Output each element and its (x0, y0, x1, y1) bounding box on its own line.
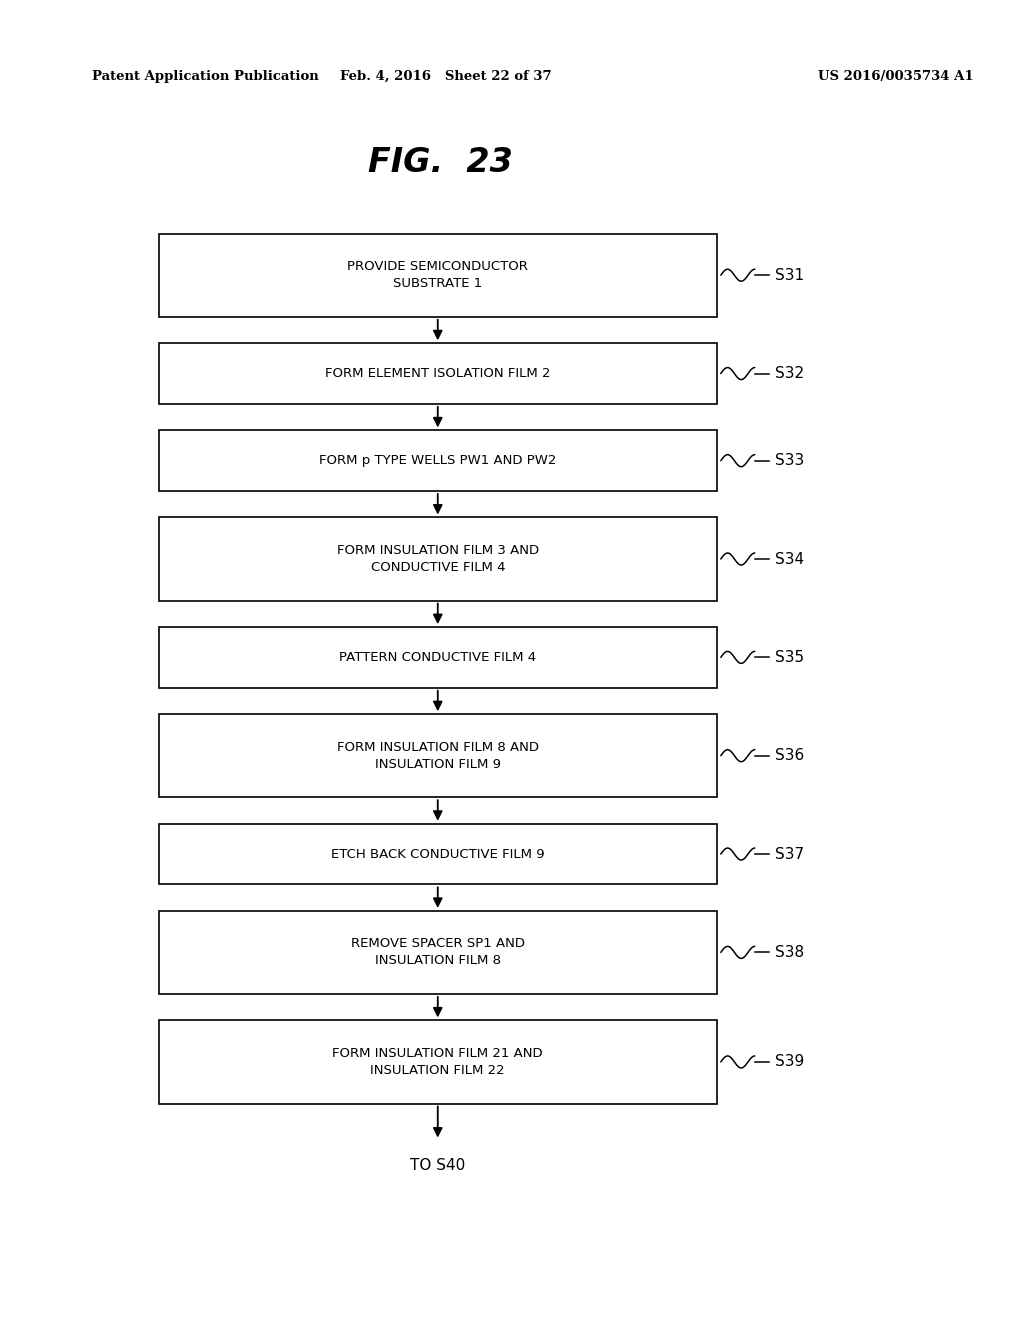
Text: Feb. 4, 2016   Sheet 22 of 37: Feb. 4, 2016 Sheet 22 of 37 (340, 70, 551, 83)
Bar (159, 517, 717, 601)
Text: S33: S33 (775, 453, 804, 469)
Bar (159, 343, 717, 404)
Text: PATTERN CONDUCTIVE FILM 4: PATTERN CONDUCTIVE FILM 4 (339, 651, 537, 664)
Text: S31: S31 (775, 268, 804, 282)
Bar (159, 911, 717, 994)
Text: S37: S37 (775, 846, 804, 862)
Text: FORM ELEMENT ISOLATION FILM 2: FORM ELEMENT ISOLATION FILM 2 (325, 367, 551, 380)
Text: US 2016/0035734 A1: US 2016/0035734 A1 (818, 70, 974, 83)
Bar (159, 430, 717, 491)
Bar (159, 627, 717, 688)
Text: S38: S38 (775, 945, 804, 960)
Text: PROVIDE SEMICONDUCTOR
SUBSTRATE 1: PROVIDE SEMICONDUCTOR SUBSTRATE 1 (347, 260, 528, 290)
Text: FORM INSULATION FILM 21 AND
INSULATION FILM 22: FORM INSULATION FILM 21 AND INSULATION F… (333, 1047, 543, 1077)
Text: S39: S39 (775, 1055, 804, 1069)
Text: S34: S34 (775, 552, 804, 566)
Text: FIG.  23: FIG. 23 (368, 145, 513, 178)
Bar (159, 234, 717, 317)
Text: FORM p TYPE WELLS PW1 AND PW2: FORM p TYPE WELLS PW1 AND PW2 (319, 454, 556, 467)
Text: S32: S32 (775, 366, 804, 381)
Bar (159, 1020, 717, 1104)
Text: FORM INSULATION FILM 3 AND
CONDUCTIVE FILM 4: FORM INSULATION FILM 3 AND CONDUCTIVE FI… (337, 544, 539, 574)
Text: Patent Application Publication: Patent Application Publication (92, 70, 318, 83)
Bar (159, 714, 717, 797)
Text: REMOVE SPACER SP1 AND
INSULATION FILM 8: REMOVE SPACER SP1 AND INSULATION FILM 8 (351, 937, 524, 968)
Text: S36: S36 (775, 748, 804, 763)
Text: TO S40: TO S40 (411, 1159, 465, 1173)
Bar (159, 824, 717, 884)
Text: S35: S35 (775, 649, 804, 665)
Text: ETCH BACK CONDUCTIVE FILM 9: ETCH BACK CONDUCTIVE FILM 9 (331, 847, 545, 861)
Text: FORM INSULATION FILM 8 AND
INSULATION FILM 9: FORM INSULATION FILM 8 AND INSULATION FI… (337, 741, 539, 771)
